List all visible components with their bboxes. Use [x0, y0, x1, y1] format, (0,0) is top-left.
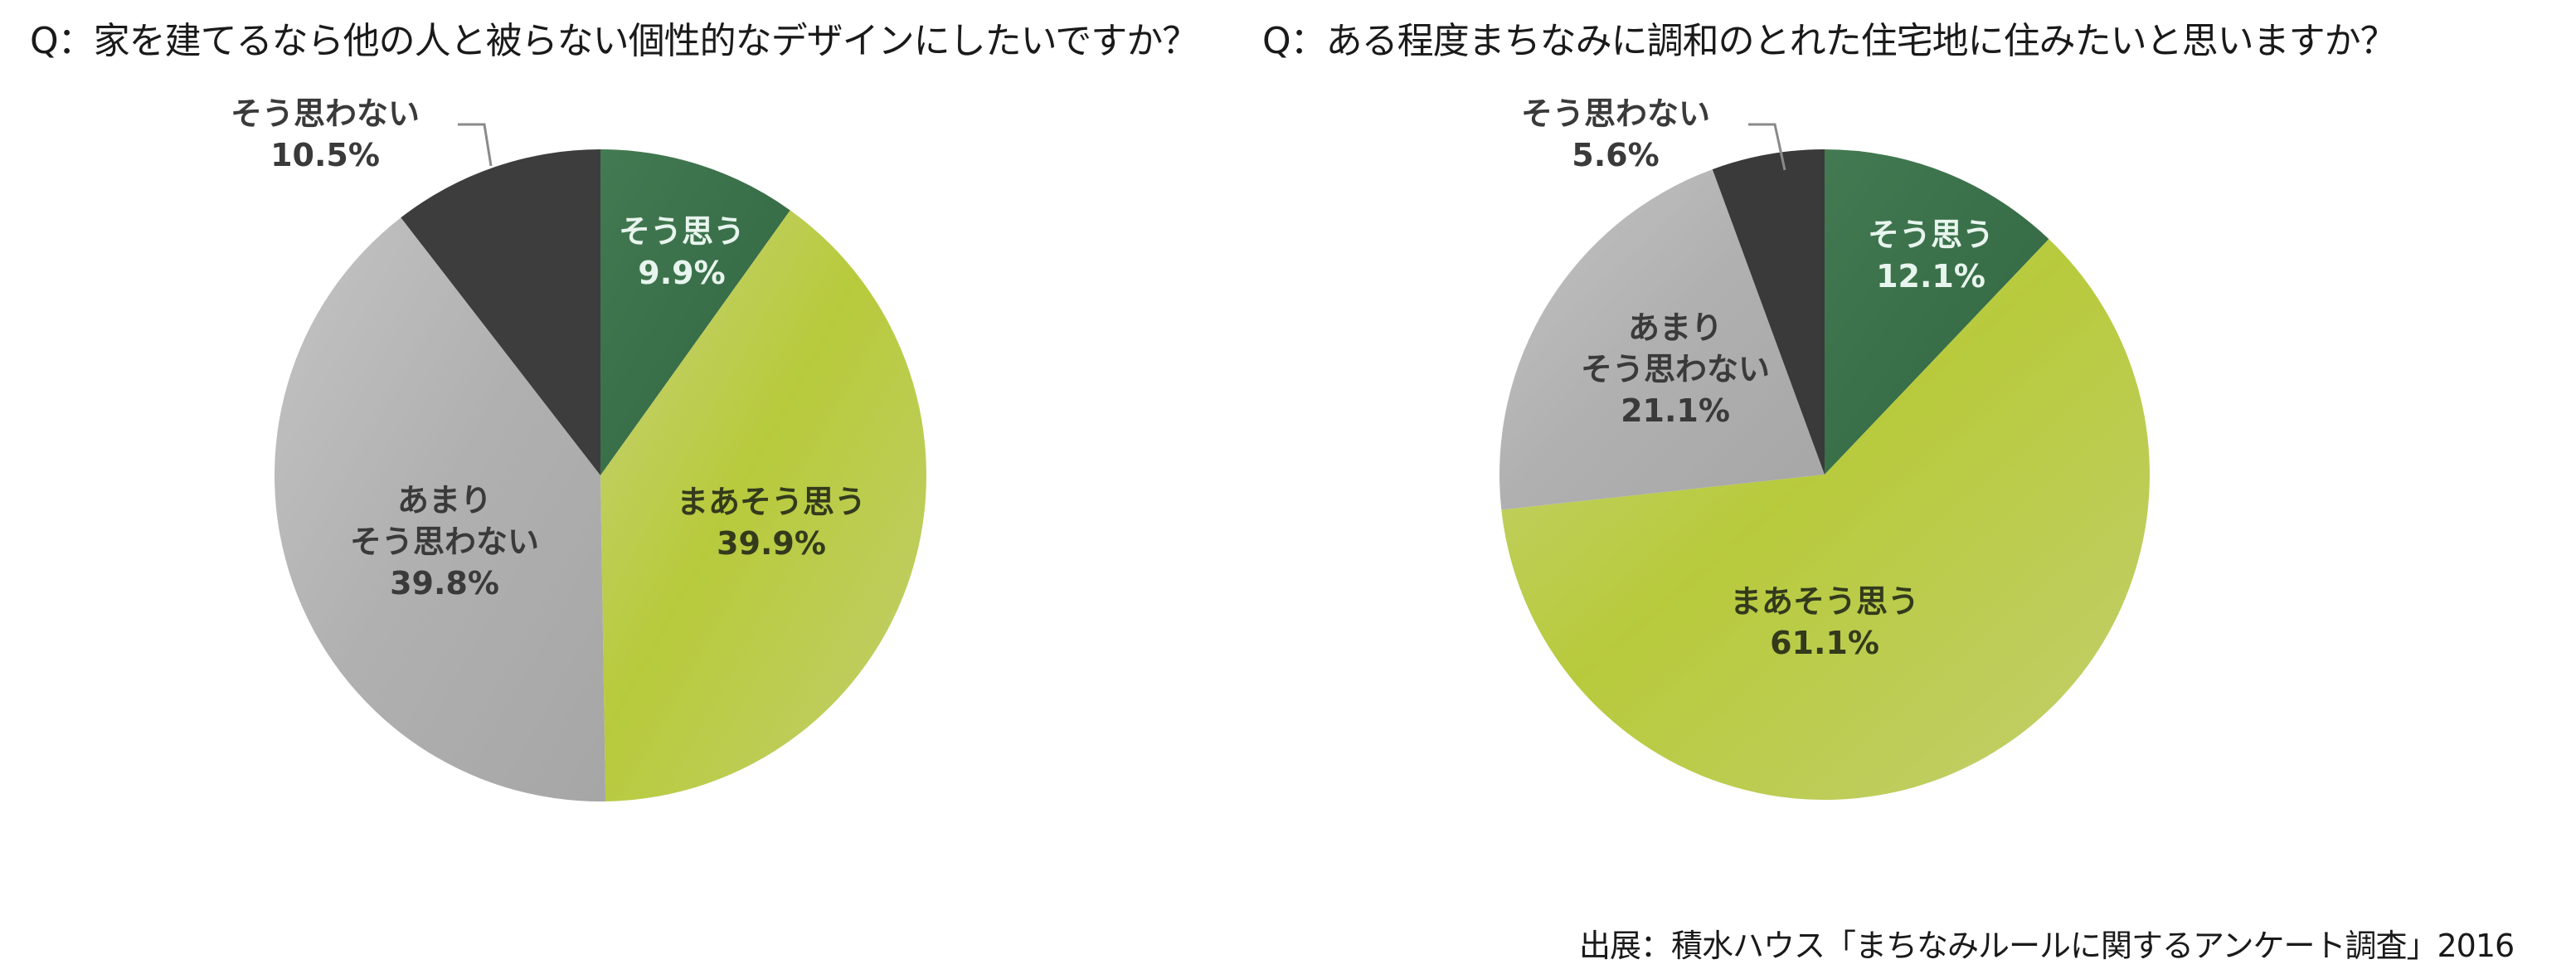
- data-label-line: 9.9%: [638, 255, 726, 291]
- leader-line: [1748, 123, 1786, 171]
- slice-somewhat-agree: [1501, 239, 2150, 801]
- data-label-line: 12.1%: [1876, 258, 1985, 295]
- slice-agree: [600, 149, 790, 475]
- data-label-line: 21.1%: [1621, 392, 1730, 429]
- data-label-line: あまり: [1627, 309, 1723, 346]
- leader-line: [458, 123, 493, 167]
- data-label-line: そう思う: [1867, 217, 1995, 253]
- data-label-line: そう思わない: [230, 95, 420, 132]
- data-label-line: 10.5%: [270, 137, 380, 173]
- data-label-somewhat-agree: まあそう思う 39.9%: [677, 481, 866, 564]
- pie-chart-right: [1499, 149, 2150, 801]
- slice-somewhat-disagree: [274, 217, 606, 801]
- data-label-line: そう思わない: [349, 524, 540, 560]
- data-label-somewhat-agree: まあそう思う 61.1%: [1730, 581, 1919, 664]
- data-label-line: そう思わない: [1580, 351, 1771, 387]
- data-label-line: そう思わない: [1520, 95, 1711, 132]
- slice-somewhat-disagree: [1499, 169, 1825, 510]
- slice-disagree: [401, 149, 600, 475]
- data-label-line: まあそう思う: [676, 484, 867, 520]
- data-label-agree: そう思う 12.1%: [1868, 214, 1994, 297]
- slice-somewhat-agree: [600, 210, 926, 801]
- chart-title-right: Q：ある程度まちなみに調和のとれた住宅地に住みたいと思いますか？: [1262, 20, 2397, 62]
- data-label-agree: そう思う 9.9%: [619, 211, 745, 294]
- pie-chart-left: [274, 149, 926, 801]
- data-label-line: 39.9%: [717, 525, 826, 562]
- data-label-line: 61.1%: [1770, 625, 1879, 661]
- slice-agree: [1825, 149, 2049, 475]
- data-label-somewhat-disagree: あまりそう思わない 39.8%: [350, 480, 539, 604]
- data-label-line: 39.8%: [390, 565, 499, 602]
- data-label-line: あまり: [396, 482, 493, 519]
- data-label-line: そう思う: [618, 213, 746, 250]
- chart-title-left: Q：家を建てるなら他の人と被らない個性的なデザインにしたいですか？: [30, 20, 1198, 62]
- slice-disagree: [1712, 149, 1825, 475]
- data-label-line: まあそう思う: [1729, 583, 1920, 620]
- data-label-disagree: そう思わない 10.5%: [231, 93, 420, 176]
- data-label-somewhat-disagree: あまりそう思わない 21.1%: [1581, 307, 1770, 431]
- data-label-disagree: そう思わない 5.6%: [1521, 93, 1710, 176]
- source-citation: 出展：積水ハウス「まちなみルールに関するアンケート調査」2016: [1579, 928, 2515, 964]
- data-label-line: 5.6%: [1572, 137, 1660, 173]
